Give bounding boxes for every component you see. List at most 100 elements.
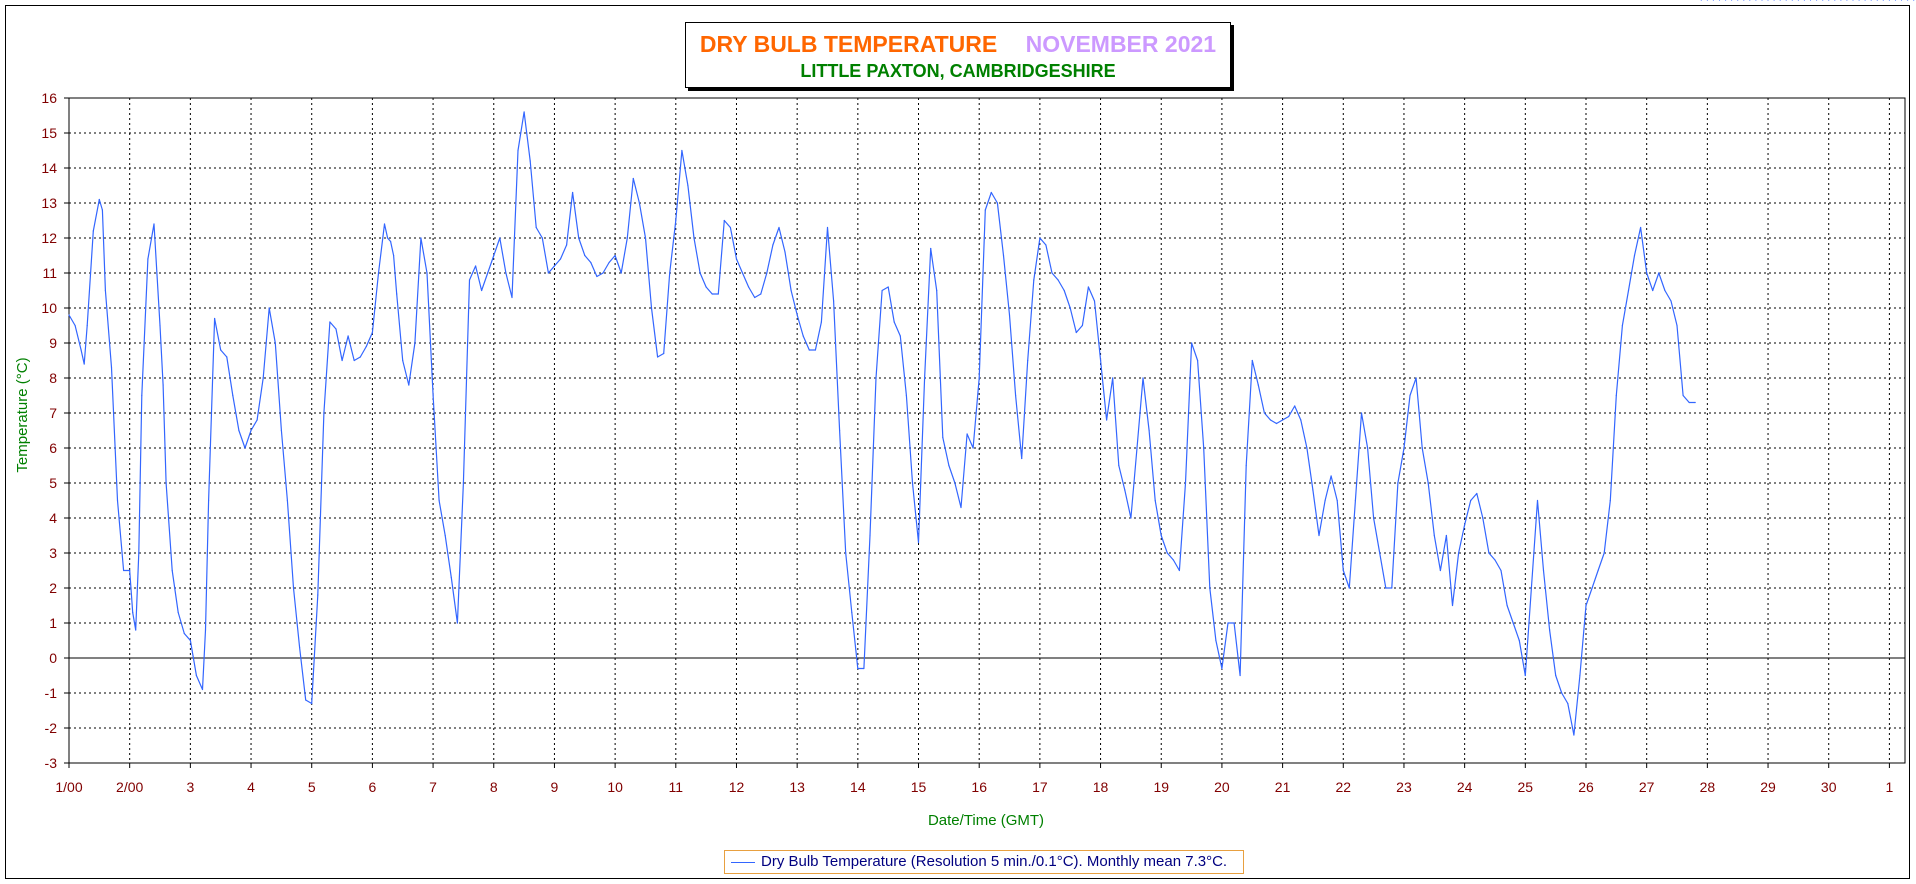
data-point [420, 237, 422, 239]
data-point [1081, 324, 1083, 327]
data-point [1379, 552, 1381, 554]
data-point [1640, 226, 1642, 229]
data-point [1215, 639, 1217, 642]
data-point [1737, 0, 1739, 1]
data-point [778, 226, 780, 229]
data-point [1518, 639, 1520, 642]
data-point [1093, 300, 1096, 302]
data-point [911, 482, 914, 484]
data-point [1512, 622, 1514, 624]
data-point [1633, 254, 1636, 257]
data-point [1761, 0, 1763, 1]
data-point [1809, 0, 1812, 1]
data-point [1524, 674, 1526, 677]
data-point [1700, 0, 1702, 1]
data-point [238, 429, 240, 432]
data-point [1682, 394, 1684, 397]
data-point [1160, 534, 1162, 537]
title-line: DRY BULB TEMPERATURE NOVEMBER 2021 [686, 31, 1230, 58]
data-point [129, 569, 131, 572]
x-tick-label: 4 [247, 779, 255, 795]
data-point [1555, 674, 1557, 677]
data-point [790, 289, 792, 292]
data-point [1087, 286, 1089, 288]
data-point [1391, 587, 1393, 589]
legend-entry: Dry Bulb Temperature (Resolution 5 min./… [761, 853, 1228, 870]
data-point [220, 349, 222, 351]
data-point [1858, 0, 1860, 1]
data-point [638, 202, 641, 204]
data-point [311, 702, 313, 705]
data-point [138, 552, 140, 554]
data-point [517, 149, 519, 152]
data-point [481, 289, 483, 292]
data-point [135, 629, 137, 631]
data-point [535, 226, 537, 229]
legend: Dry Bulb Temperature (Resolution 5 min./… [724, 850, 1244, 874]
data-point [578, 237, 580, 239]
data-point [1136, 447, 1138, 449]
data-point [541, 237, 543, 239]
data-point [1330, 475, 1332, 477]
data-point [1385, 587, 1387, 589]
data-point [1433, 534, 1435, 537]
data-point [663, 352, 665, 355]
x-tick-label: 28 [1700, 779, 1716, 795]
data-point [729, 226, 732, 229]
data-point [1894, 0, 1897, 1]
data-point [899, 335, 901, 337]
data-point [329, 321, 331, 323]
data-point [650, 307, 653, 309]
data-point [450, 576, 452, 579]
x-tick-label: 5 [308, 779, 316, 795]
data-point [1348, 587, 1350, 589]
data-point [748, 286, 750, 288]
data-point [978, 377, 980, 379]
y-tick-label: 2 [49, 580, 57, 596]
data-point [92, 230, 94, 232]
x-tick-label: 6 [369, 779, 377, 795]
data-point [1803, 0, 1805, 1]
data-point [1828, 0, 1830, 1]
y-tick-label: 5 [49, 475, 57, 491]
data-point [475, 265, 477, 267]
data-point [505, 272, 507, 274]
data-point [1118, 464, 1120, 467]
data-point [1021, 457, 1023, 460]
data-point [687, 184, 689, 187]
plot-border [68, 97, 1906, 764]
x-tick-label: 11 [669, 779, 684, 795]
data-point [1124, 489, 1126, 491]
y-tick-label: 6 [49, 440, 57, 456]
data-point [1785, 0, 1787, 1]
data-point [1039, 237, 1041, 239]
data-point [1530, 587, 1532, 589]
data-point [705, 286, 707, 288]
data-point [1597, 569, 1599, 572]
series-group [68, 0, 1915, 736]
data-point [1888, 0, 1890, 1]
data-point [1694, 401, 1696, 404]
data-point [632, 177, 634, 180]
data-point [335, 328, 337, 330]
data-point [1209, 587, 1211, 589]
y-tick-label: 14 [41, 160, 57, 176]
data-point [1166, 552, 1168, 554]
data-point [1251, 359, 1253, 362]
data-point [930, 247, 932, 250]
data-point [1421, 447, 1423, 449]
data-point [990, 191, 992, 194]
data-point [1439, 569, 1441, 572]
data-point [1045, 244, 1047, 246]
data-point [1591, 587, 1593, 589]
data-point [1458, 552, 1460, 554]
x-tick-label: 16 [971, 779, 987, 795]
y-tick-label: -3 [45, 755, 58, 771]
data-point [1367, 447, 1369, 449]
data-point [1312, 489, 1314, 491]
data-point [1191, 342, 1193, 344]
data-point [359, 356, 361, 358]
data-point [1615, 394, 1617, 397]
